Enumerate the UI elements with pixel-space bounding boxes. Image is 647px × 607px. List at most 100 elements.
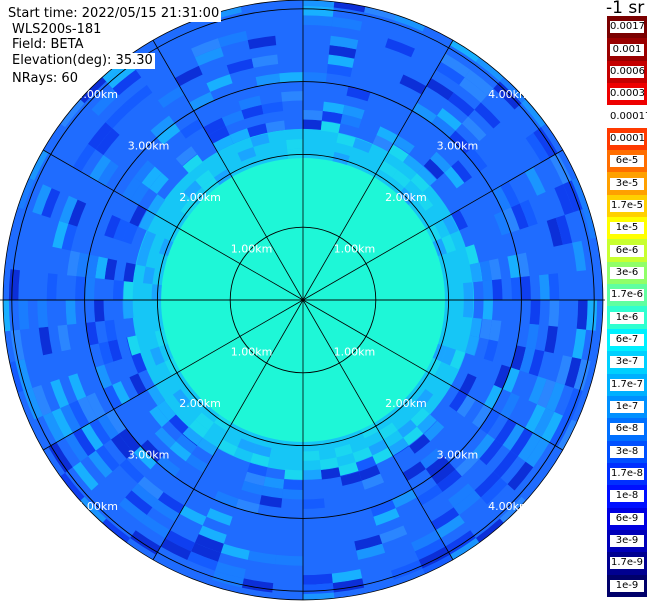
beta-cell bbox=[336, 133, 356, 147]
beta-cell bbox=[183, 180, 202, 199]
beta-cell bbox=[409, 434, 431, 454]
beta-cell bbox=[122, 222, 139, 245]
beta-cell bbox=[84, 277, 96, 300]
beta-cell bbox=[320, 467, 341, 480]
beta-cell bbox=[331, 16, 363, 31]
beta-cell bbox=[284, 469, 303, 480]
beta-cell bbox=[303, 498, 325, 509]
beta-cell bbox=[475, 518, 504, 543]
beta-cell bbox=[131, 483, 158, 508]
beta-cell bbox=[237, 146, 257, 162]
beta-cell bbox=[456, 395, 476, 418]
colorbar-level-label: 6e-5 bbox=[610, 155, 644, 168]
beta-cell bbox=[319, 457, 339, 470]
beta-cell bbox=[136, 247, 150, 267]
range-ring-label: 3.00km bbox=[128, 140, 170, 153]
beta-cell bbox=[156, 400, 176, 421]
beta-cell bbox=[140, 230, 157, 251]
colorbar-level: 0.0001 bbox=[607, 127, 647, 151]
range-ring-label: 1.00km bbox=[231, 345, 273, 358]
beta-cell bbox=[459, 373, 477, 396]
colorbar-level-label: 3e-6 bbox=[610, 266, 644, 279]
beta-cell bbox=[18, 300, 30, 330]
beta-cell bbox=[28, 150, 49, 181]
beta-cell bbox=[388, 144, 409, 163]
beta-cell bbox=[340, 114, 362, 129]
beta-cell bbox=[549, 415, 572, 448]
beta-cell bbox=[450, 40, 480, 63]
colorbar-level-label: 0.00017 bbox=[610, 110, 647, 123]
beta-cell bbox=[103, 384, 123, 410]
beta-cell bbox=[548, 300, 560, 327]
beta-cell bbox=[423, 420, 445, 442]
range-ring-label: 4.00km bbox=[488, 500, 530, 513]
beta-cell bbox=[303, 583, 334, 595]
beta-cell bbox=[226, 58, 254, 75]
beta-cell bbox=[94, 300, 105, 322]
beta-cell bbox=[303, 119, 322, 130]
beta-cell bbox=[195, 169, 214, 188]
beta-cell bbox=[180, 198, 198, 217]
beta-cell bbox=[104, 258, 118, 281]
beta-cell bbox=[338, 462, 359, 476]
colorbar-level-label: 6e-8 bbox=[610, 423, 644, 436]
beta-cell bbox=[303, 5, 334, 17]
beta-cell bbox=[430, 151, 452, 173]
beta-cell bbox=[206, 74, 233, 92]
beta-cell bbox=[480, 477, 508, 505]
beta-cell bbox=[329, 35, 359, 50]
beta-cell bbox=[482, 280, 494, 300]
beta-cell bbox=[586, 300, 598, 331]
field-label: Field: BETA bbox=[12, 37, 86, 53]
beta-cell bbox=[85, 321, 99, 346]
azimuth-spoke bbox=[302, 149, 563, 301]
beta-cell bbox=[201, 177, 220, 195]
beta-cell bbox=[303, 469, 322, 480]
range-ring-label: 4.00km bbox=[488, 88, 530, 101]
beta-cell bbox=[541, 411, 564, 443]
beta-cell bbox=[149, 172, 169, 194]
beta-cell bbox=[217, 30, 248, 48]
beta-cell bbox=[64, 432, 89, 462]
beta-cell bbox=[72, 461, 99, 491]
beta-cell bbox=[215, 561, 246, 579]
beta-cell bbox=[168, 414, 189, 435]
beta-cell bbox=[507, 254, 521, 279]
beta-cell bbox=[441, 346, 457, 366]
beta-cell bbox=[303, 109, 323, 121]
colorbar-level-label: 1.7e-7 bbox=[610, 378, 644, 391]
nrays-label: NRays: 60 bbox=[12, 71, 80, 87]
beta-cell bbox=[89, 154, 111, 182]
beta-cell bbox=[416, 484, 443, 506]
beta-cell bbox=[492, 186, 512, 212]
beta-cell bbox=[247, 550, 277, 565]
beta-cell bbox=[140, 439, 164, 463]
beta-cell bbox=[533, 127, 558, 158]
beta-cell bbox=[118, 428, 141, 453]
beta-cell bbox=[150, 115, 175, 138]
beta-cell bbox=[415, 192, 434, 211]
beta-cell bbox=[191, 542, 221, 562]
start-time-label: Start time: 2022/05/15 21:31:00 bbox=[8, 6, 222, 22]
beta-cell bbox=[123, 300, 134, 319]
colorbar-level-label: 1.7e-9 bbox=[610, 557, 644, 570]
beta-cell bbox=[61, 223, 78, 251]
beta-cell bbox=[152, 499, 180, 522]
beta-cell bbox=[392, 169, 411, 188]
beta-cell bbox=[207, 126, 230, 144]
beta-cell bbox=[465, 244, 479, 265]
colorbar-level: 1.7e-8 bbox=[607, 462, 647, 486]
beta-cell bbox=[105, 409, 127, 434]
beta-cell bbox=[418, 546, 451, 569]
beta-cell bbox=[151, 284, 162, 300]
beta-cell bbox=[72, 143, 96, 172]
colorbar-level-label: 1e-7 bbox=[610, 401, 644, 414]
beta-cell bbox=[247, 123, 268, 138]
beta-heatmap-cells bbox=[3, 0, 598, 600]
beta-cell bbox=[415, 389, 434, 408]
beta-cell bbox=[426, 78, 454, 101]
colorbar-level-label: 0.0006 bbox=[610, 65, 645, 78]
beta-cell bbox=[113, 218, 130, 242]
beta-cell bbox=[393, 135, 415, 154]
colorbar-level: 6e-9 bbox=[607, 507, 647, 530]
